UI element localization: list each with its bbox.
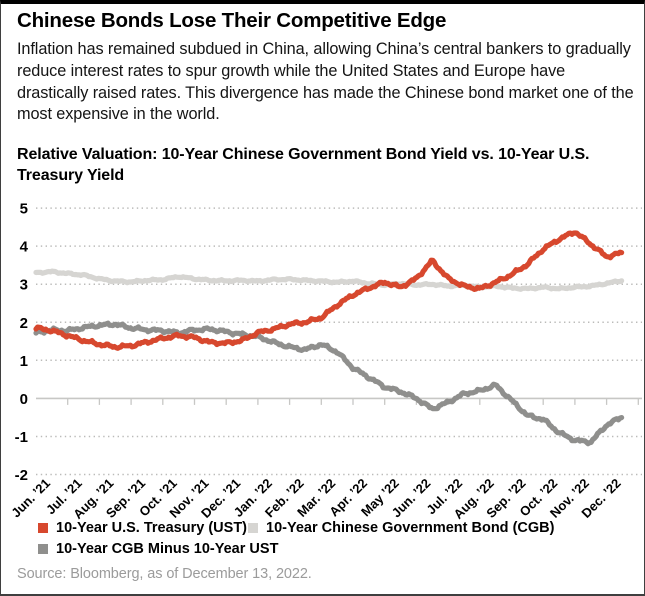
page-title: Chinese Bonds Lose Their Competitive Edg… bbox=[17, 9, 447, 32]
legend-label-cgb: 10-Year Chinese Government Bond (CGB) bbox=[266, 520, 555, 536]
chart-legend: 10-Year U.S. Treasury (UST) 10-Year Chin… bbox=[1, 519, 644, 565]
cgb-swatch-icon bbox=[248, 523, 258, 533]
series-line-cgb-minus-ust bbox=[33, 320, 625, 447]
cgb-minus-ust-swatch-icon bbox=[38, 544, 48, 554]
y-tick-label: 3 bbox=[20, 277, 28, 294]
ust-swatch-icon bbox=[38, 523, 48, 533]
y-tick-label: 2 bbox=[20, 315, 28, 332]
chart-subtitle: Relative Valuation: 10-Year Chinese Gove… bbox=[17, 146, 590, 184]
y-tick-label: 0 bbox=[20, 391, 28, 408]
y-tick-label: -1 bbox=[15, 429, 28, 446]
source-note: Source: Bloomberg, as of December 13, 20… bbox=[17, 566, 312, 582]
legend-item-cgb: 10-Year Chinese Government Bond (CGB) bbox=[248, 520, 554, 536]
y-tick-label: -2 bbox=[15, 467, 28, 484]
legend-item-ust: 10-Year U.S. Treasury (UST) bbox=[38, 520, 247, 536]
series-line-ust bbox=[33, 230, 625, 351]
intro-paragraph: Inflation has remained subdued in China,… bbox=[17, 40, 634, 124]
y-tick-label: 5 bbox=[20, 201, 28, 218]
y-tick-label: 4 bbox=[20, 239, 29, 256]
legend-label-ust: 10-Year U.S. Treasury (UST) bbox=[56, 520, 247, 536]
legend-item-cgb-minus-ust: 10-Year CGB Minus 10-Year UST bbox=[38, 541, 278, 557]
y-tick-label: 1 bbox=[20, 353, 28, 370]
legend-label-cgb-minus-ust: 10-Year CGB Minus 10-Year UST bbox=[56, 541, 279, 557]
series-line-cgb bbox=[33, 268, 625, 292]
